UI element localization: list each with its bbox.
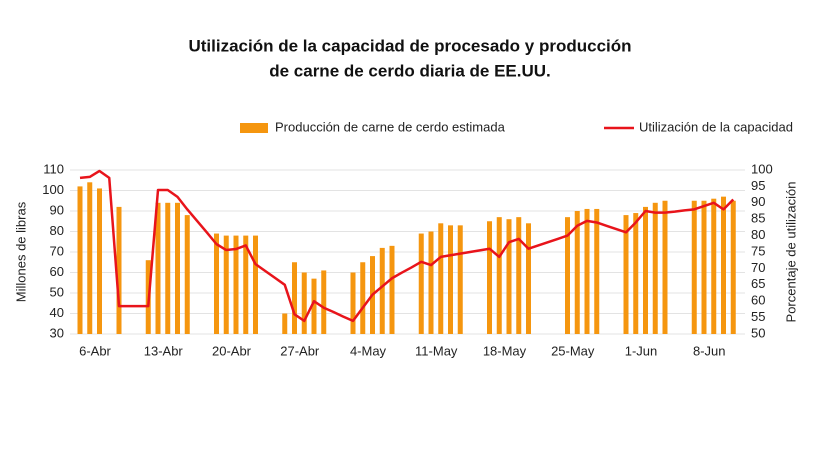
y2-tick-label: 55 (751, 309, 765, 324)
bar (243, 235, 249, 334)
bar (77, 186, 83, 334)
y-tick-label: 100 (42, 182, 64, 197)
x-tick-label: 6-Abr (79, 343, 111, 358)
bar (711, 198, 717, 334)
bar (662, 200, 668, 334)
y-tick-label: 60 (50, 264, 64, 279)
x-tick-label: 20-Abr (212, 343, 252, 358)
bar (633, 213, 639, 334)
bar (506, 219, 512, 334)
bar (165, 202, 171, 334)
y2-tick-label: 95 (751, 178, 765, 193)
bar (584, 208, 590, 334)
x-tick-label: 11-May (415, 343, 458, 358)
bar (448, 225, 453, 334)
y2-tick-label: 75 (751, 243, 765, 258)
bar (253, 235, 258, 334)
y-tick-label: 30 (50, 325, 64, 340)
bar (418, 233, 424, 334)
y2-axis-title: Porcentaje de utilización (783, 182, 798, 323)
x-tick-label: 8-Jun (693, 343, 726, 358)
y-tick-label: 50 (50, 284, 64, 299)
x-tick-label: 18-May (483, 343, 527, 358)
bar (292, 262, 297, 334)
bar (350, 272, 356, 334)
bar (311, 278, 317, 334)
bar (526, 223, 531, 334)
y-tick-label: 40 (50, 305, 64, 320)
y2-tick-label: 85 (751, 211, 765, 226)
x-tick-label: 1-Jun (625, 343, 658, 358)
bar (97, 188, 102, 334)
bar (184, 215, 190, 334)
bar (175, 202, 180, 334)
y2-tick-label: 60 (751, 293, 765, 308)
bar (574, 211, 580, 334)
bar (214, 233, 219, 334)
y2-tick-label: 70 (751, 260, 765, 275)
bar (233, 235, 239, 334)
bar (565, 217, 570, 334)
chart-title: Utilización de la capacidad de procesado… (188, 36, 631, 55)
bar (389, 245, 395, 334)
y-tick-label: 80 (50, 223, 64, 238)
line (79, 169, 735, 323)
y-axis-title: Millones de libras (13, 201, 28, 302)
y2-tick-label: 80 (751, 227, 765, 242)
bar (223, 235, 229, 334)
legend-label: Producción de carne de cerdo estimada (275, 119, 506, 134)
bar (594, 208, 600, 334)
bar (487, 221, 492, 334)
bar (321, 270, 327, 334)
bar (701, 200, 707, 334)
y2-tick-label: 100 (751, 161, 773, 176)
bar (379, 247, 385, 334)
legend-swatch (240, 123, 268, 133)
bar (496, 217, 502, 334)
bar (87, 182, 93, 334)
x-tick-label: 25-May (551, 343, 595, 358)
bar (155, 202, 161, 334)
y2-tick-label: 50 (751, 325, 765, 340)
bar (457, 225, 463, 334)
x-tick-label: 13-Abr (144, 343, 184, 358)
bar (116, 206, 122, 334)
bar (691, 200, 697, 334)
bar (730, 200, 736, 334)
x-tick-label: 27-Abr (280, 343, 320, 358)
bar (428, 231, 434, 334)
legend-label: Utilización de la capacidad (639, 119, 793, 134)
bar (301, 272, 307, 334)
y2-tick-label: 65 (751, 276, 765, 291)
chart-title: de carne de cerdo diaria de EE.UU. (269, 61, 551, 80)
bar (438, 223, 444, 334)
y-tick-label: 90 (50, 202, 64, 217)
y-tick-label: 70 (50, 243, 64, 258)
bar (721, 196, 726, 334)
y-tick-label: 110 (43, 161, 64, 176)
bar (360, 262, 366, 334)
y2-tick-label: 90 (751, 194, 765, 209)
x-tick-label: 4-May (350, 343, 387, 358)
bar (643, 206, 648, 334)
bar (516, 217, 522, 334)
bar (282, 313, 288, 334)
bar (652, 202, 658, 334)
bar (623, 215, 629, 334)
